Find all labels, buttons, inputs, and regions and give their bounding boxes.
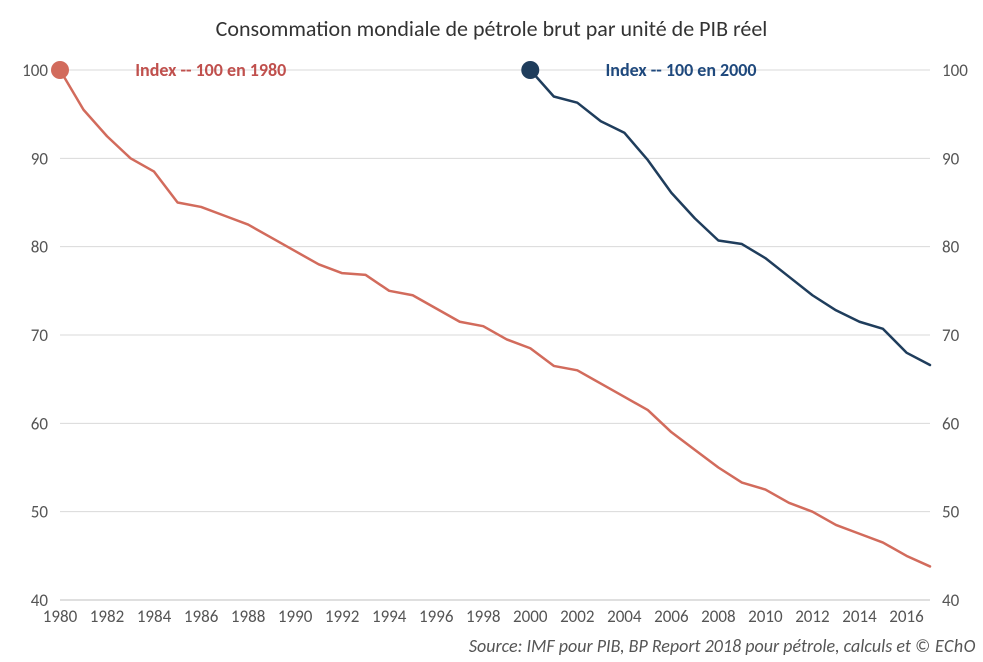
x-tick-label: 1980 <box>43 606 78 627</box>
series-label-index2000: Index -- 100 en 2000 <box>606 59 757 81</box>
x-tick-label: 2014 <box>842 606 877 627</box>
x-tick-label: 2010 <box>748 606 783 627</box>
chart-svg: Consommation mondiale de pétrole brut pa… <box>0 0 983 662</box>
y-tick-label-left: 90 <box>31 148 49 169</box>
x-tick-label: 1988 <box>231 606 265 627</box>
y-tick-label-left: 80 <box>31 237 49 258</box>
x-tick-label: 2002 <box>560 606 594 627</box>
y-tick-label-right: 60 <box>942 413 960 434</box>
y-tick-label-left: 100 <box>22 60 48 81</box>
y-tick-label-left: 50 <box>31 502 49 523</box>
x-tick-label: 1982 <box>90 606 124 627</box>
x-tick-label: 1986 <box>184 606 219 627</box>
x-tick-label: 1990 <box>278 606 313 627</box>
x-tick-label: 1992 <box>325 606 359 627</box>
y-tick-label-right: 70 <box>942 325 960 346</box>
chart-container: Consommation mondiale de pétrole brut pa… <box>0 0 983 662</box>
x-tick-label: 2004 <box>607 606 642 627</box>
y-tick-label-right: 40 <box>942 590 960 611</box>
y-tick-label-left: 60 <box>31 413 49 434</box>
x-tick-label: 1998 <box>466 606 500 627</box>
y-tick-label-right: 100 <box>942 60 968 81</box>
chart-title: Consommation mondiale de pétrole brut pa… <box>216 15 768 42</box>
series-marker-index1980 <box>51 61 69 79</box>
x-tick-label: 1994 <box>372 606 407 627</box>
y-tick-label-right: 50 <box>942 502 960 523</box>
x-tick-label: 1996 <box>419 606 454 627</box>
y-tick-label-left: 70 <box>31 325 49 346</box>
x-tick-label: 2016 <box>889 606 924 627</box>
x-tick-label: 1984 <box>137 606 172 627</box>
x-tick-label: 2000 <box>513 606 548 627</box>
series-label-index1980: Index -- 100 en 1980 <box>135 59 286 81</box>
series-marker-index2000 <box>521 61 539 79</box>
source-text: Source: IMF pour PIB, BP Report 2018 pou… <box>469 635 930 657</box>
x-tick-label: 2008 <box>701 606 735 627</box>
logo-text: EChO <box>935 635 976 657</box>
y-tick-label-right: 90 <box>942 148 960 169</box>
y-tick-label-right: 80 <box>942 237 960 258</box>
x-tick-label: 2012 <box>795 606 829 627</box>
x-tick-label: 2006 <box>654 606 689 627</box>
